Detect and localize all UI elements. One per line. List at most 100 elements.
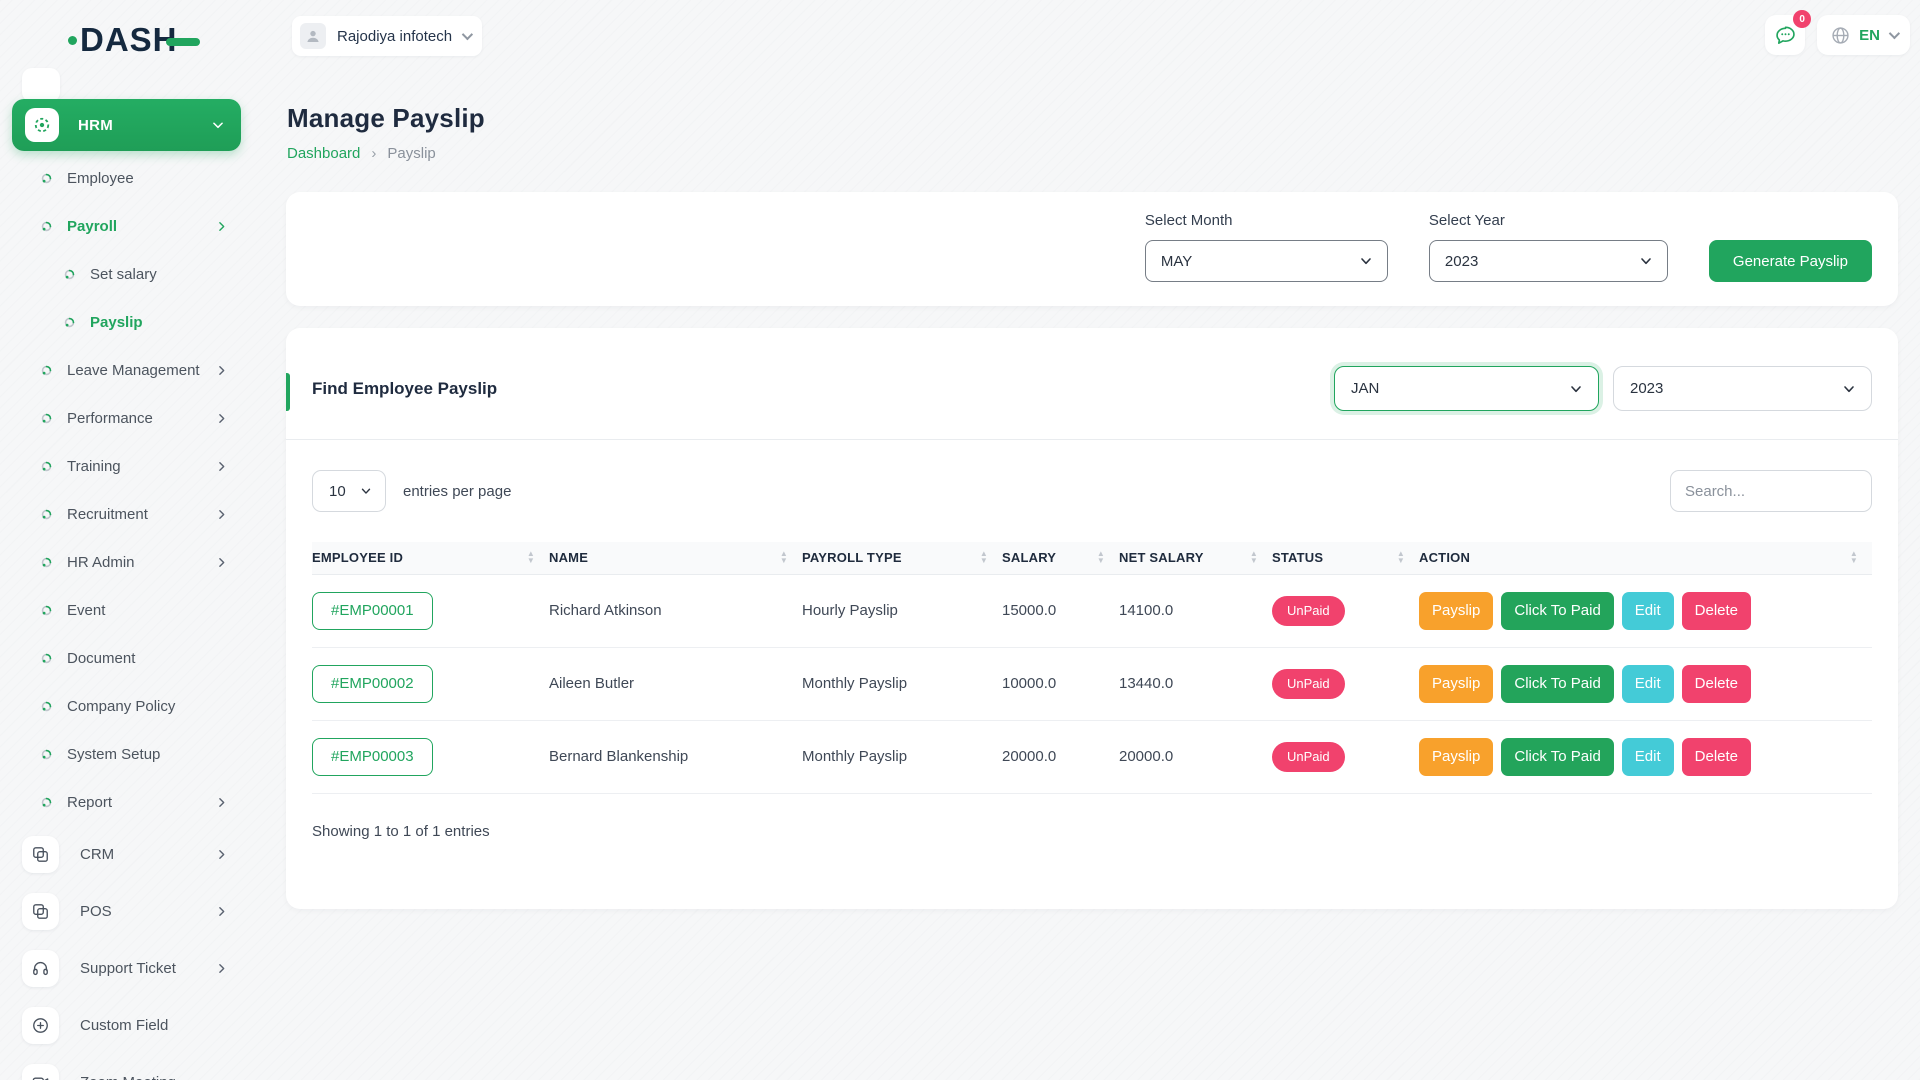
column-header-salary[interactable]: SALARY ▲ ▼ — [1002, 542, 1119, 574]
table-row: #EMP00003 Bernard Blankenship Monthly Pa… — [312, 720, 1872, 794]
find-month-select[interactable]: JAN — [1334, 366, 1599, 411]
page-size-value: 10 — [329, 482, 346, 500]
column-header-net-salary[interactable]: NET SALARY ▲ ▼ — [1119, 542, 1272, 574]
payslip-button[interactable]: Payslip — [1419, 664, 1494, 703]
sidebar-item-support-ticket[interactable]: Support Ticket — [0, 940, 286, 997]
menu-bullet-icon — [41, 413, 52, 424]
logo-dash-icon — [165, 38, 200, 46]
find-year-value: 2023 — [1630, 380, 1664, 397]
sidebar-item-custom-field[interactable]: Custom Field — [0, 997, 286, 1054]
menu-bullet-icon — [41, 461, 52, 472]
language-selector[interactable]: EN — [1817, 15, 1910, 55]
sidebar-item-employee[interactable]: Employee — [0, 154, 286, 202]
messages-button[interactable]: 0 — [1765, 10, 1812, 55]
sidebar-item-crm[interactable]: CRM — [0, 826, 286, 883]
column-label: PAYROLL TYPE — [802, 550, 902, 566]
sort-icon: ▲ ▼ — [1249, 549, 1258, 565]
company-avatar — [300, 23, 326, 49]
sidebar-item-company-policy[interactable]: Company Policy — [0, 682, 286, 730]
sidebar-item-zoom-meeting[interactable]: Zoom Meeting — [0, 1054, 286, 1080]
copy-icon — [22, 836, 59, 873]
menu-bullet-icon — [41, 653, 52, 664]
sidebar-item-event[interactable]: Event — [0, 586, 286, 634]
sidebar-item-label: Report — [67, 793, 113, 811]
breadcrumb-dashboard-link[interactable]: Dashboard — [287, 145, 361, 162]
sidebar-item-set-salary[interactable]: Set salary — [0, 250, 286, 298]
employee-id-button[interactable]: #EMP00001 — [312, 591, 433, 630]
find-payslip-card: Find Employee Payslip JAN 2023 — [286, 328, 1898, 909]
sidebar-item-label: HRM — [78, 116, 114, 134]
select-year-field: Select Year 2023 — [1428, 212, 1668, 306]
column-header-status[interactable]: STATUS ▲ ▼ — [1272, 542, 1419, 574]
select-month-field: Select Month MAY — [1144, 212, 1388, 306]
headset-icon — [22, 950, 59, 987]
year-select[interactable]: 2023 — [1428, 240, 1668, 282]
sidebar-item-document[interactable]: Document — [0, 634, 286, 682]
sidebar-item-payslip[interactable]: Payslip — [0, 298, 286, 346]
employee-id-button[interactable]: #EMP00002 — [312, 664, 433, 703]
menu-bullet-icon — [41, 749, 52, 760]
sidebar-item-hr-admin[interactable]: HR Admin — [0, 538, 286, 586]
click-to-paid-button[interactable]: Click To Paid — [1501, 664, 1614, 703]
sidebar-item-label: System Setup — [67, 745, 161, 763]
sidebar-item-hrm[interactable]: HRM — [12, 99, 241, 151]
breadcrumb-current: Payslip — [387, 145, 436, 162]
search-input[interactable] — [1670, 470, 1872, 512]
payslip-table: EMPLOYEE ID ▲ ▼ NAME ▲ ▼ PAYROLL TYPE ▲ ▼ SALARY ▲… — [312, 542, 1872, 794]
company-selector[interactable]: Rajodiya infotech — [292, 16, 483, 56]
sidebar-item-performance[interactable]: Performance — [0, 394, 286, 442]
column-header-action[interactable]: ACTION ▲ ▼ — [1419, 542, 1872, 574]
chevron-down-icon — [359, 484, 373, 498]
cell-payroll-type: Hourly Payslip — [802, 573, 1002, 648]
sidebar-item-system-setup[interactable]: System Setup — [0, 730, 286, 778]
page-size-select[interactable]: 10 — [312, 470, 386, 512]
sidebar-menu: Employee Payroll Set salary Payslip Leave Ma… — [0, 154, 286, 1080]
click-to-paid-button[interactable]: Click To Paid — [1501, 591, 1614, 630]
column-label: STATUS — [1272, 550, 1324, 566]
sidebar-item-payroll[interactable]: Payroll — [0, 202, 286, 250]
delete-button[interactable]: Delete — [1681, 591, 1752, 630]
column-header-name[interactable]: NAME ▲ ▼ — [549, 542, 802, 574]
menu-bullet-icon — [41, 509, 52, 520]
cell-salary: 10000.0 — [1002, 647, 1119, 721]
generate-payslip-button[interactable]: Generate Payslip — [1708, 240, 1872, 282]
payslip-button[interactable]: Payslip — [1419, 591, 1494, 630]
employee-id-button[interactable]: #EMP00003 — [312, 737, 433, 776]
sidebar-item-label: Payroll — [67, 217, 118, 235]
sort-icon: ▲ ▼ — [1849, 549, 1858, 565]
sidebar-item-leave-management[interactable]: Leave Management — [0, 346, 286, 394]
delete-button[interactable]: Delete — [1681, 664, 1752, 703]
menu-bullet-icon — [41, 797, 52, 808]
column-header-employee-id[interactable]: EMPLOYEE ID ▲ ▼ — [312, 542, 549, 574]
edit-button[interactable]: Edit — [1621, 664, 1674, 703]
chevron-down-icon — [1568, 381, 1584, 397]
edit-button[interactable]: Edit — [1621, 591, 1674, 630]
edit-button[interactable]: Edit — [1621, 737, 1674, 776]
cell-salary: 20000.0 — [1002, 720, 1119, 794]
click-to-paid-button[interactable]: Click To Paid — [1501, 737, 1614, 776]
column-header-payroll-type[interactable]: PAYROLL TYPE ▲ ▼ — [802, 542, 1002, 574]
column-label: SALARY — [1002, 550, 1057, 566]
chevron-right-icon — [215, 412, 228, 425]
company-name: Rajodiya infotech — [337, 27, 453, 45]
delete-button[interactable]: Delete — [1681, 737, 1752, 776]
month-select[interactable]: MAY — [1144, 240, 1388, 282]
status-badge: UnPaid — [1272, 668, 1345, 699]
sidebar: DASH HRM Employee Payroll Set salary Paysli… — [0, 0, 286, 1080]
sidebar-item-report[interactable]: Report — [0, 778, 286, 826]
chevron-right-icon — [215, 796, 228, 809]
section-accent-bar — [286, 373, 290, 411]
payslip-button[interactable]: Payslip — [1419, 737, 1494, 776]
breadcrumb: Dashboard › Payslip — [287, 145, 1898, 162]
menu-bullet-icon — [41, 221, 52, 232]
sidebar-item-recruitment[interactable]: Recruitment — [0, 490, 286, 538]
sidebar-item-label: Custom Field — [80, 1017, 169, 1034]
sidebar-item-pos[interactable]: POS — [0, 883, 286, 940]
find-year-select[interactable]: 2023 — [1613, 366, 1872, 411]
sidebar-item-training[interactable]: Training — [0, 442, 286, 490]
chevron-down-icon — [1358, 253, 1374, 269]
sidebar-item-label: Performance — [67, 409, 153, 427]
cell-payroll-type: Monthly Payslip — [802, 647, 1002, 721]
sidebar-item-label: Support Ticket — [80, 960, 176, 977]
chevron-right-icon — [215, 460, 228, 473]
